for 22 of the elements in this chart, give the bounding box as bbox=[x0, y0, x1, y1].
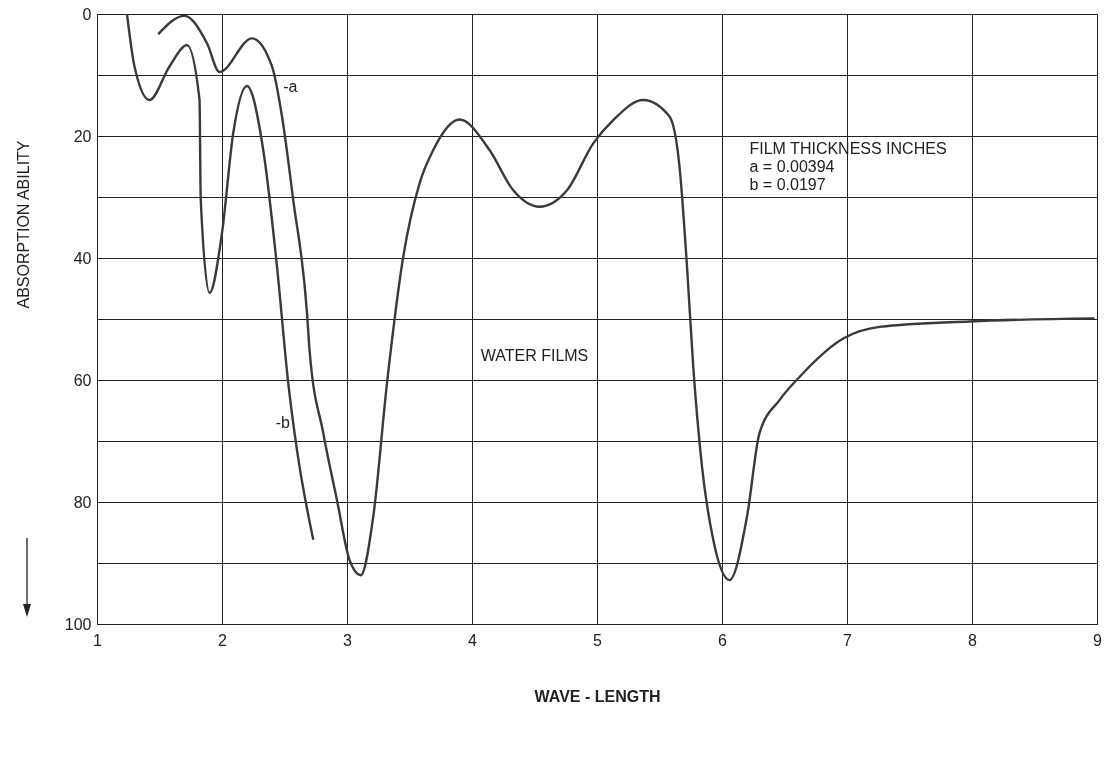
line-series bbox=[157, 14, 1096, 582]
annotation: -a bbox=[283, 78, 298, 96]
y-tick-label: 20 bbox=[73, 127, 92, 145]
x-tick-label: 4 bbox=[468, 631, 478, 649]
y-tick-label: 0 bbox=[82, 5, 92, 23]
x-tick-label: 7 bbox=[843, 631, 853, 649]
annotation: -b bbox=[275, 413, 291, 431]
y-tick-label: 80 bbox=[73, 493, 92, 511]
x-tick-label: 6 bbox=[718, 631, 728, 649]
y-tick-label: 60 bbox=[73, 371, 92, 389]
x-tick-label: 2 bbox=[218, 631, 228, 649]
x-tick-label: 1 bbox=[93, 631, 103, 649]
x-tick-label: 5 bbox=[593, 631, 603, 649]
x-axis-title: WAVE - LENGTH bbox=[534, 687, 661, 705]
y-tick-label: 100 bbox=[64, 615, 92, 633]
y-axis-title: ABSORPTION ABILITY bbox=[14, 140, 32, 309]
x-tick-label: 3 bbox=[343, 631, 353, 649]
line-series bbox=[125, 14, 315, 542]
x-tick-label: 8 bbox=[968, 631, 978, 649]
x-tick-label: 9 bbox=[1093, 631, 1103, 649]
annotation: WATER FILMS bbox=[480, 346, 589, 364]
y-tick-label: 40 bbox=[73, 249, 92, 267]
